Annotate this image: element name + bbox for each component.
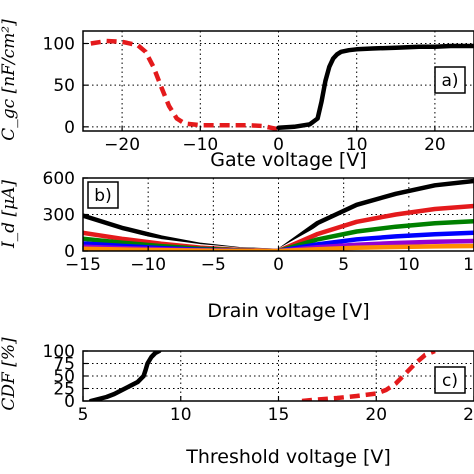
x-axis-label: Drain voltage [V]: [207, 300, 369, 322]
series-line-2: [276, 43, 474, 130]
x-tick-label: 15: [268, 405, 290, 425]
x-tick-label: 10: [398, 255, 420, 275]
y-tick-label: 300: [43, 206, 75, 226]
x-tick-label: 10: [346, 135, 368, 155]
chart-panel-3: 5101520250255075100Threshold voltage [V]…: [0, 337, 474, 468]
x-tick-label: 20: [424, 135, 446, 155]
x-tick-label: 0: [273, 135, 284, 155]
x-axis-label: Threshold voltage [V]: [185, 446, 391, 468]
y-tick-label: 25: [53, 380, 75, 400]
x-tick-label: 5: [338, 255, 349, 275]
x-tick-label: −10: [130, 255, 166, 275]
x-tick-label: 10: [170, 405, 192, 425]
series-line-2: [301, 351, 436, 401]
y-axis-label: I_d [μA]: [0, 180, 19, 249]
x-tick-label: 20: [365, 405, 387, 425]
x-tick-label: 25: [463, 405, 474, 425]
y-tick-label: 100: [43, 342, 75, 362]
series-group: [90, 38, 474, 131]
panel-label: b): [94, 186, 111, 206]
series-line-1: [88, 351, 162, 401]
panel-label-box: [434, 366, 466, 394]
y-axis-label: C_gc [nF/cm²]: [0, 19, 19, 141]
x-tick-label: 5: [78, 405, 89, 425]
x-tick-label: −5: [201, 255, 226, 275]
panel-label: c): [442, 371, 458, 391]
series-line-2: [83, 192, 474, 251]
x-tick-label: 0: [273, 255, 284, 275]
y-tick-label: 50: [53, 76, 75, 96]
chart-panel-2: −15 −10 −5 0 5 10 15 0 300 600 Drain voltage [V] I_…: [0, 169, 474, 322]
y-tick-label: 600: [43, 169, 75, 189]
y-axis-label: CDF [%]: [0, 337, 19, 411]
y-tick-label: 75: [53, 355, 75, 375]
series-line-4: [83, 218, 474, 251]
x-tick-label: −20: [104, 135, 140, 155]
y-tick-label: 0: [64, 242, 75, 262]
panel-label-box: [87, 181, 119, 209]
series-line-1: [90, 38, 279, 131]
series-line-3: [83, 203, 474, 251]
y-tick-label: 50: [53, 367, 75, 387]
x-tick-label: 15: [463, 255, 474, 275]
series-line-1: [83, 178, 474, 251]
y-tick-label: 100: [43, 35, 75, 55]
x-axis-label: Gate voltage [V]: [210, 149, 366, 171]
chart-panel-1: −20 −10 0 10 20 0 50 100 Gate voltage [V] C_gc [n…: [0, 19, 474, 171]
x-tick-label: −15: [65, 255, 101, 275]
y-tick-label: 0: [64, 118, 75, 138]
y-tick-label: 0: [64, 392, 75, 412]
series-group: [88, 351, 436, 401]
x-tick-label: −10: [182, 135, 218, 155]
panel-label-box: [434, 66, 466, 94]
panel-label: a): [441, 71, 458, 91]
